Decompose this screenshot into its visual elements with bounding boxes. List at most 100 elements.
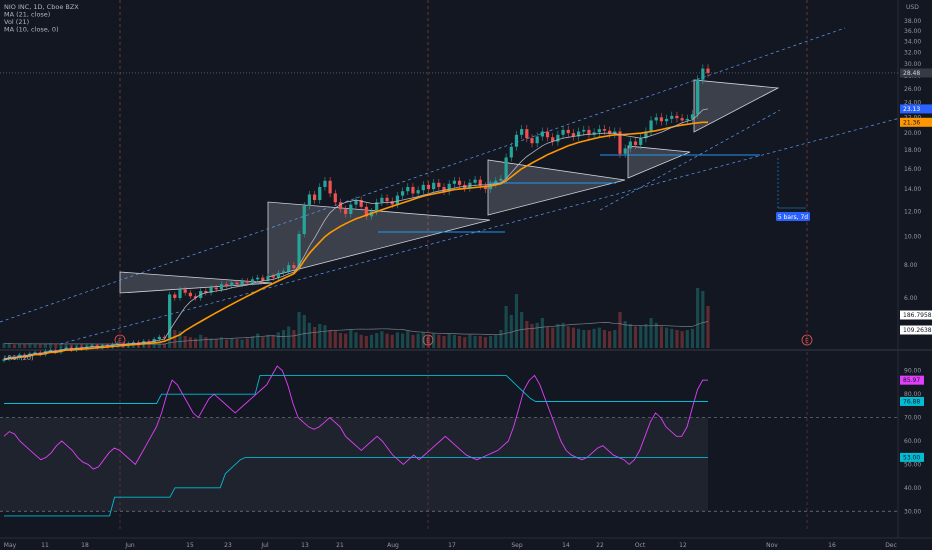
candle-body [457,180,462,185]
candle-body [706,68,710,73]
candle-body [328,180,332,194]
legend-entry: Vol (21) [4,18,29,26]
volume-bar [240,339,244,348]
indicator-title: LRSI (20) [4,354,34,362]
rsi-tag [900,396,924,406]
volume-bar [411,334,415,348]
candle-body [535,136,539,144]
lrsi-line [3,365,709,470]
time-tick-label: Jul [260,542,269,549]
volume-bar [504,306,508,348]
volume-bar [587,330,591,348]
triangle-pattern [487,159,626,216]
volume-bar [442,336,446,348]
price-tick-label: 38.00 [904,18,921,25]
candle-body [33,352,37,354]
earnings-marker-label: E [426,338,430,345]
volume-bar [421,332,425,348]
candle-body [209,287,213,293]
volume-bar [48,343,53,348]
candle-body [468,182,472,189]
volume-bar [390,334,394,348]
candle-body [147,341,151,343]
volume-bar [271,336,275,348]
candle-body [152,339,156,343]
time-tick-label: Oct [635,542,646,549]
volume-bar [209,338,213,348]
candle-body [380,197,384,203]
volume-bar [250,336,255,348]
candle-body [364,206,368,217]
volume-bar [597,327,601,348]
volume-bar [406,331,410,348]
volume-bar [193,338,198,348]
candle-body [520,129,524,135]
trend-channel-line [599,109,781,211]
volume-bar [297,312,301,348]
candle-body [302,205,306,235]
drawn-triangles[interactable]: 5 bars, 7d [0,27,901,345]
candle-body [576,131,581,137]
rsi-tick-label: 30.00 [904,508,921,515]
volume-bar [235,339,239,348]
volume-bar [287,326,291,348]
volume-bar [432,333,436,348]
candle-body [235,282,239,285]
rsi-tag [900,375,924,385]
rsi-tag [900,452,924,462]
rsi-tick-label: 80.00 [904,391,921,398]
volume-bar [354,332,358,348]
candle-body [664,118,669,122]
price-tick-label: 10.00 [904,234,921,241]
volume-bar [494,334,498,348]
candle-body [142,341,146,345]
candle-body [514,134,519,147]
candle-body [359,200,363,207]
volume-bar [654,322,658,348]
currency-label: USD [906,4,919,11]
candle-body [649,120,653,132]
time-tick-label: 23 [224,542,232,549]
candlesticks [2,64,710,363]
volume-bar [639,325,643,348]
candle-body [613,131,617,134]
volume-bar [219,337,224,348]
candle-body [452,180,456,184]
volume-bar [380,331,384,348]
volume-bar [312,327,317,348]
volume-bar [59,343,63,348]
time-tick-label: 12 [679,542,687,549]
volume-bar [12,344,16,348]
volume-bar [7,343,11,348]
trend-channel-line [59,117,901,345]
candle-body [297,234,301,269]
candle-body [261,277,265,281]
volume-bar [173,330,177,348]
candle-body [250,279,255,283]
time-tick-label: 11 [41,542,49,549]
price-tick-label: 30.00 [904,61,921,68]
candle-body [525,129,529,139]
candle-body [188,292,192,297]
volume-bar [152,343,156,348]
candle-body [701,68,705,80]
volume-bar [183,336,187,348]
candle-body [690,114,695,119]
volume-bar [468,334,472,348]
candle-body [447,183,451,192]
volume-bar [328,330,332,348]
volume-bar [395,332,400,348]
candle-body [183,289,187,293]
rsi-tick-label: 70.00 [904,415,921,422]
volume-bar [437,334,441,348]
candle-body [551,137,555,142]
volume-bar [349,330,353,348]
volume-bar [540,318,544,348]
candle-body [281,271,286,273]
measure-label-box [776,212,810,221]
candle-body [494,180,498,184]
volume-bar [701,291,705,348]
